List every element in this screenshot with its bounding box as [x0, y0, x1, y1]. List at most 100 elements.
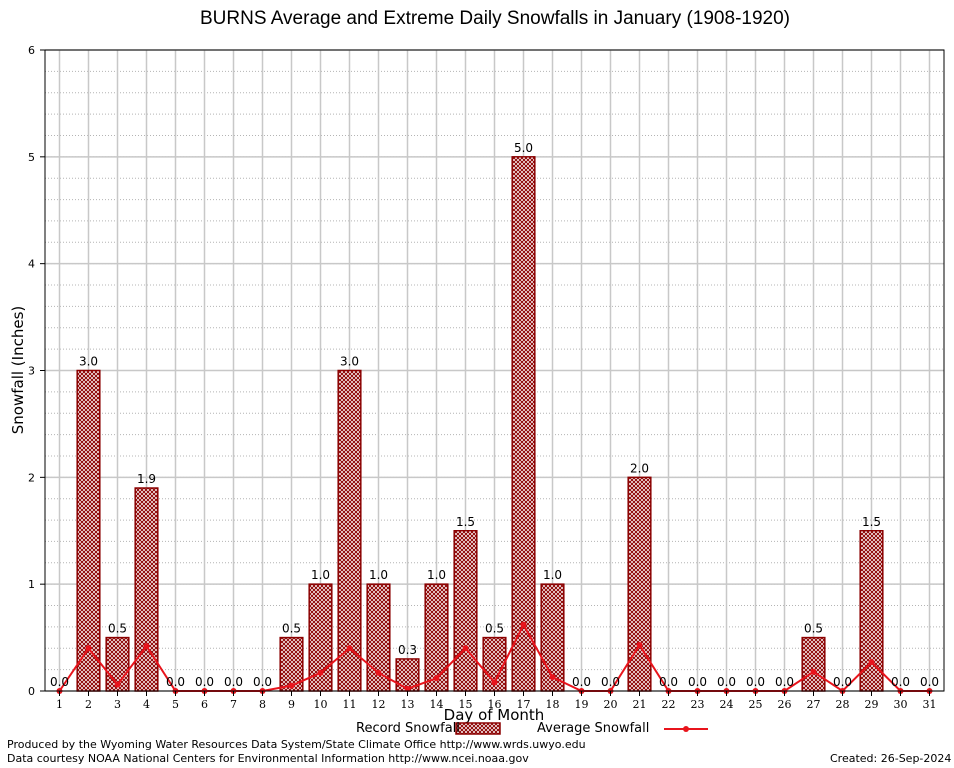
x-tick-label: 19	[575, 698, 589, 711]
x-tick-label: 4	[143, 698, 150, 711]
bar-value-label: 0.0	[195, 675, 214, 689]
bar-value-label: 0.0	[920, 675, 939, 689]
x-tick-label: 2	[85, 698, 92, 711]
bar-value-label: 0.5	[282, 622, 301, 636]
record-bar	[424, 583, 449, 692]
record-bar	[801, 636, 826, 692]
y-tick-label: 2	[28, 471, 35, 484]
average-point	[491, 679, 498, 686]
bar-value-label: 0.3	[398, 643, 417, 657]
legend-label-average: Average Snowfall	[537, 721, 650, 736]
grid	[45, 49, 944, 692]
average-point	[810, 668, 817, 675]
x-tick-label: 11	[343, 698, 357, 711]
bar-value-label: 1.0	[311, 568, 330, 582]
x-tick-label: 23	[691, 698, 705, 711]
x-tick-label: 26	[778, 698, 792, 711]
y-tick-label: 5	[28, 151, 35, 164]
bar-value-label: 1.5	[862, 515, 881, 529]
x-tick-label: 6	[201, 698, 208, 711]
record-bar	[76, 369, 101, 692]
average-point	[868, 659, 875, 666]
y-tick-label: 3	[28, 365, 35, 378]
bar-value-label: 3.0	[340, 355, 359, 369]
x-tick-label: 30	[894, 698, 908, 711]
bar-value-label: 0.0	[891, 675, 910, 689]
x-tick-label: 5	[172, 698, 179, 711]
x-tick-label: 3	[114, 698, 121, 711]
y-tick-label: 6	[28, 44, 35, 57]
x-axis-label: Day of Month	[443, 706, 545, 724]
average-point	[520, 621, 527, 628]
average-point	[404, 685, 411, 692]
x-tick-label: 20	[604, 698, 618, 711]
bar-value-label: 2.0	[630, 461, 649, 475]
bar-value-label: 0.0	[572, 675, 591, 689]
legend-swatch-average-marker	[683, 726, 689, 732]
average-point	[85, 645, 92, 652]
x-tick-label: 13	[401, 698, 415, 711]
bar-value-label: 1.0	[369, 568, 388, 582]
record-bars	[76, 156, 884, 692]
chart-title: BURNS Average and Extreme Daily Snowfall…	[199, 8, 790, 29]
bar-value-label: 0.0	[833, 675, 852, 689]
bar-value-label: 0.0	[659, 675, 678, 689]
bar-value-label: 0.5	[485, 622, 504, 636]
average-point	[143, 643, 150, 650]
average-point	[433, 675, 440, 682]
x-tick-label: 14	[430, 698, 444, 711]
legend-label-record: Record Snowfall	[356, 721, 460, 736]
average-point	[636, 642, 643, 649]
bar-value-label: 3.0	[79, 355, 98, 369]
x-tick-label: 8	[259, 698, 266, 711]
legend	[455, 722, 708, 735]
bar-value-label: 0.0	[166, 675, 185, 689]
x-tick-label: 21	[633, 698, 647, 711]
x-tick-label: 16	[488, 698, 502, 711]
bar-value-label: 1.9	[137, 472, 156, 486]
bar-value-label: 0.0	[601, 675, 620, 689]
y-tick-label: 4	[28, 258, 35, 271]
x-tick-label: 10	[314, 698, 328, 711]
record-bar	[511, 156, 536, 692]
y-tick-label: 1	[28, 578, 35, 591]
bar-value-label: 0.5	[108, 622, 127, 636]
legend-swatch-record	[455, 722, 501, 735]
bar-value-label: 1.0	[427, 568, 446, 582]
average-point	[549, 674, 556, 681]
bar-value-label: 0.0	[717, 675, 736, 689]
x-tick-label: 12	[372, 698, 386, 711]
record-bar	[337, 369, 362, 692]
x-tick-label: 17	[517, 698, 531, 711]
x-tick-label: 1	[56, 698, 63, 711]
bar-value-label: 1.5	[456, 515, 475, 529]
y-tick-label: 0	[28, 685, 35, 698]
bar-value-label: 0.0	[746, 675, 765, 689]
average-point	[317, 669, 324, 676]
record-bar	[134, 487, 159, 692]
bar-value-label: 1.0	[543, 568, 562, 582]
average-point	[288, 682, 295, 689]
x-tick-label: 24	[720, 698, 734, 711]
footer-produced-by: Produced by the Wyoming Water Resources …	[7, 738, 586, 751]
x-tick-label: 7	[230, 698, 237, 711]
x-tick-label: 22	[662, 698, 676, 711]
x-tick-label: 18	[546, 698, 560, 711]
average-point	[346, 645, 353, 652]
bar-value-label: 0.0	[775, 675, 794, 689]
footer-created: Created: 26-Sep-2024	[830, 752, 952, 765]
x-tick-label: 28	[836, 698, 850, 711]
data-labels: 0.0 3.0 0.5 1.9 0.0 0.0 0.0 0.0 0.5 1.0 3.0 1.0 0.3 1…	[50, 141, 939, 689]
average-point	[114, 681, 121, 688]
x-tick-label: 31	[923, 698, 937, 711]
record-bar	[859, 530, 884, 692]
bar-value-label: 0.0	[224, 675, 243, 689]
average-point	[375, 669, 382, 676]
record-bar	[453, 530, 478, 692]
x-tick-label: 15	[459, 698, 473, 711]
bar-value-label: 0.5	[804, 622, 823, 636]
footer-courtesy: Data courtesy NOAA National Centers for …	[7, 752, 529, 765]
bar-value-label: 0.0	[50, 675, 69, 689]
